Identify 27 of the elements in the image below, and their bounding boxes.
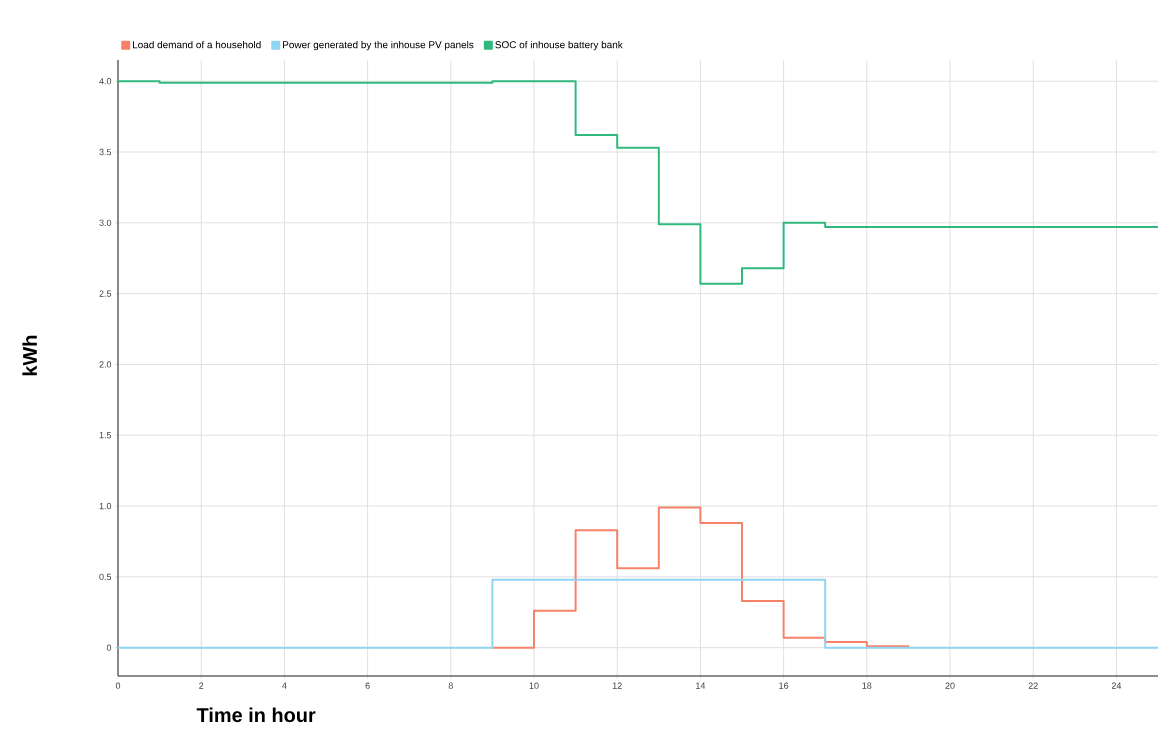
x-tick-label: 0 <box>115 682 121 689</box>
y-axis-title: kWh <box>22 335 37 376</box>
x-tick-label: 18 <box>862 682 872 689</box>
x-axis-title: Time in hour <box>196 707 316 723</box>
y-tick-label: 0.5 <box>99 573 112 581</box>
x-tick-label: 20 <box>945 682 955 689</box>
y-tick-label: 2.5 <box>99 290 112 297</box>
x-tick-label: 10 <box>529 682 539 689</box>
x-tick-label: 4 <box>282 682 287 689</box>
y-tick-label: 0 <box>106 644 112 651</box>
y-tick-label: 1.5 <box>99 432 112 439</box>
y-tick-label: 3.0 <box>99 219 112 227</box>
legend-label: SOC of inhouse battery bank <box>495 40 623 51</box>
y-tick-label: 2.0 <box>99 361 112 368</box>
y-tick-label: 1.0 <box>99 502 112 510</box>
legend-label: Load demand of a household <box>132 40 261 49</box>
x-tick-label: 12 <box>612 682 622 689</box>
x-tick-label: 8 <box>448 682 453 689</box>
x-tick-label: 2 <box>199 682 204 689</box>
x-tick-label: 6 <box>365 682 370 689</box>
y-tick-label: 3.5 <box>99 148 112 156</box>
x-tick-label: 22 <box>1028 682 1038 689</box>
y-tick-label: 4.0 <box>99 78 112 85</box>
x-tick-label: 14 <box>696 682 706 689</box>
x-tick-label: 24 <box>1111 682 1122 689</box>
x-tick-label: 16 <box>779 682 789 689</box>
legend-label: Power generated by the inhouse PV panels <box>283 40 474 51</box>
